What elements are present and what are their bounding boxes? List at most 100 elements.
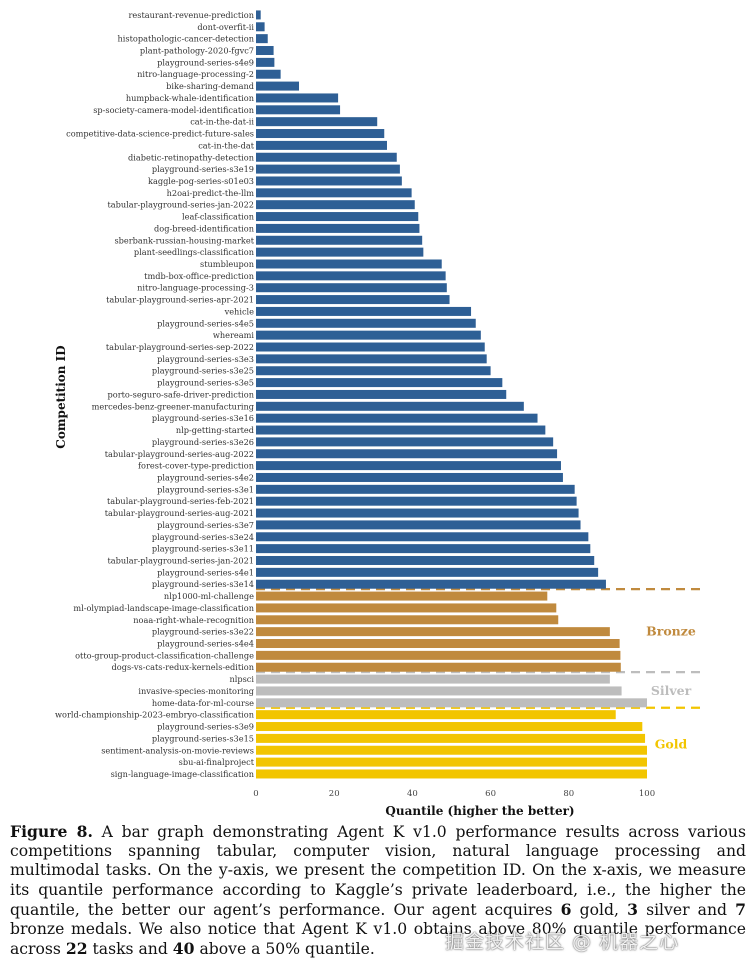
bar-playground-series-s3e14 [256, 579, 606, 589]
bar-playground-series-s3e22 [256, 627, 610, 637]
category-label: h2oai-predict-the-llm [167, 188, 255, 198]
category-label: playground-series-s4e1 [157, 567, 254, 577]
caption-text-5: tasks and [92, 940, 168, 959]
bronze-count: 7 [735, 899, 746, 919]
bar-bike-sharing-demand [256, 81, 300, 91]
bar-playground-series-s4e1 [256, 567, 599, 577]
bar-playground-series-s3e3 [256, 354, 487, 364]
bar-stumbleupon [256, 259, 442, 269]
category-label: tabular-playground-series-jan-2022 [107, 200, 254, 210]
category-label: sbu-ai-finalproject [179, 757, 255, 767]
above50-count: 40 [172, 939, 195, 959]
category-label: nlp-getting-started [176, 425, 254, 435]
category-label: dogs-vs-cats-redux-kernels-edition [112, 662, 255, 672]
bar-histopathologic-cancer-detection [256, 34, 268, 44]
caption-label: Figure 8. [10, 822, 93, 841]
bar-vehicle [256, 306, 472, 316]
chart-svg: restaurant-revenue-prediction dont-overfi… [54, 10, 703, 818]
x-tick-label: 60 [485, 789, 496, 799]
category-label: leaf-classification [182, 212, 255, 222]
bar-playground-series-s4e2 [256, 472, 563, 482]
bar-nlp-getting-started [256, 425, 546, 435]
category-label: dog-breed-identification [154, 223, 255, 233]
category-label: sp-society-camera-model-identification [93, 105, 255, 115]
category-label: plant-pathology-2020-fgvc7 [140, 46, 254, 56]
bar-sberbank-russian-housing-market [256, 235, 423, 245]
x-tick-label: 0 [253, 789, 258, 799]
bar-playground-series-s3e5 [256, 378, 503, 388]
bar-sign-language-image-classification [256, 769, 647, 779]
bar-restaurant-revenue-prediction [256, 10, 261, 20]
above80-count: 22 [65, 939, 88, 959]
category-label: sign-language-image-classification [111, 769, 255, 779]
bars [256, 10, 647, 779]
category-label: competitive-data-science-predict-future-… [66, 129, 254, 139]
category-label: histopathologic-cancer-detection [118, 34, 255, 44]
bar-playground-series-s3e15 [256, 733, 646, 743]
category-label: tabular-playground-series-apr-2021 [106, 295, 254, 305]
category-label: whereami [213, 330, 255, 340]
category-label: stumbleupon [200, 259, 255, 269]
category-label: playground-series-s3e3 [157, 354, 254, 364]
bar-nitro-language-processing-3 [256, 283, 447, 293]
medal-labels: Bronze Silver Gold [646, 624, 696, 752]
caption-text-4: bronze medals. We also notice that Agent… [10, 920, 746, 959]
bar-diabetic-retinopathy-detection [256, 152, 397, 162]
category-label: plant-seedlings-classification [134, 247, 255, 257]
x-axis-title: Quantile (higher the better) [385, 804, 574, 818]
bar-whereami [256, 330, 481, 340]
bar-ml-olympiad-landscape-image-classification [256, 603, 557, 613]
category-label: tabular-playground-series-aug-2021 [105, 508, 254, 518]
bar-chart: restaurant-revenue-prediction dont-overfi… [54, 10, 703, 818]
category-label: playground-series-s3e7 [157, 520, 254, 530]
bar-playground-series-s3e16 [256, 413, 538, 423]
bar-home-data-for-ml-course [256, 698, 647, 708]
category-label: playground-series-s4e5 [157, 318, 254, 328]
figure-caption: Figure 8. A bar graph demonstrating Agen… [10, 822, 746, 959]
bar-humpback-whale-identification [256, 93, 339, 103]
category-label: otto-group-product-classification-challe… [75, 650, 254, 660]
medal-label-bronze: Bronze [646, 624, 696, 639]
category-label: world-championship-2023-embryo-classific… [55, 710, 255, 720]
bar-mercedes-benz-greener-manufacturing [256, 401, 524, 411]
caption-text-6: above a 50% quantile. [199, 940, 375, 959]
silver-count: 3 [627, 899, 638, 919]
category-label: bike-sharing-demand [166, 81, 254, 91]
category-label: playground-series-s3e22 [152, 627, 254, 637]
category-label: home-data-for-ml-course [152, 698, 254, 708]
category-label: nlp1000-ml-challenge [164, 591, 254, 601]
bar-playground-series-s3e7 [256, 520, 581, 530]
bar-tabular-playground-series-jan-2021 [256, 555, 595, 565]
category-label: playground-series-s3e15 [152, 733, 254, 743]
bar-tabular-playground-series-jan-2022 [256, 200, 415, 210]
category-label: playground-series-s3e11 [152, 544, 254, 554]
bar-tabular-playground-series-aug-2021 [256, 508, 579, 518]
bar-tmdb-box-office-prediction [256, 271, 446, 281]
category-label: dont-overfit-ii [197, 22, 254, 32]
bar-noaa-right-whale-recognition [256, 615, 559, 625]
bar-otto-group-product-classification-challenge [256, 650, 621, 660]
x-tick-labels: 0 20 40 60 80 100 [253, 789, 655, 799]
x-tick-label: 40 [407, 789, 418, 799]
category-label: invasive-species-monitoring [138, 686, 254, 696]
category-label: playground-series-s3e24 [152, 532, 254, 542]
category-label: playground-series-s3e16 [152, 413, 254, 423]
category-label: nitro-language-processing-2 [137, 69, 254, 79]
caption-text-1: A bar graph demonstrating Agent K v1.0 p… [10, 823, 746, 919]
category-label: diabetic-retinopathy-detection [128, 152, 255, 162]
category-label: playground-series-s3e19 [152, 164, 254, 174]
medal-label-gold: Gold [655, 736, 688, 751]
category-label: cat-in-the-dat [198, 140, 254, 150]
bar-playground-series-s3e24 [256, 532, 589, 542]
x-tick-label: 100 [639, 789, 655, 799]
medal-label-silver: Silver [651, 683, 692, 698]
category-label: kaggle-pog-series-s01e03 [148, 176, 254, 186]
bar-playground-series-s4e4 [256, 639, 620, 649]
category-label: playground-series-s3e26 [152, 437, 254, 447]
bar-leaf-classification [256, 212, 419, 222]
bar-playground-series-s3e1 [256, 484, 575, 494]
caption-text-3: silver and [646, 900, 727, 919]
bar-tabular-playground-series-sep-2022 [256, 342, 485, 352]
bar-plant-pathology-2020-fgvc7 [256, 46, 274, 56]
category-label: ml-olympiad-landscape-image-classificati… [73, 603, 254, 613]
